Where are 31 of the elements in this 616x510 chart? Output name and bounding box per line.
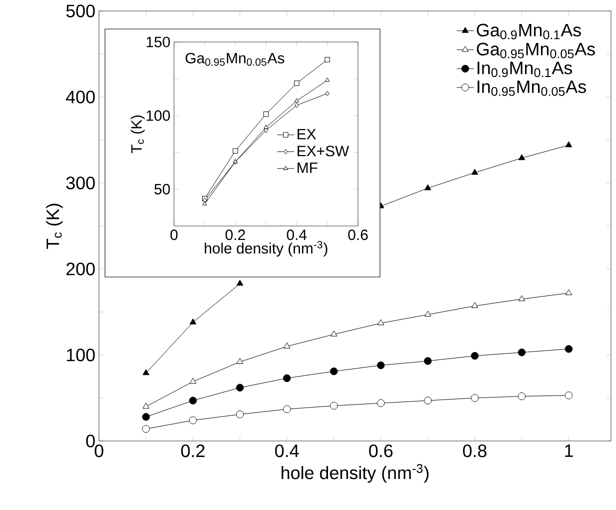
y-tick-label: 300 <box>66 176 95 190</box>
legend-label: EX+SW <box>298 146 350 156</box>
y-axis-title: T$_{c}$ (K) <box>46 204 63 249</box>
x-tick-label: 0 <box>94 444 104 458</box>
x-tick-label: 1 <box>565 444 573 457</box>
x-tick-label: 0.2 <box>181 444 205 458</box>
y-tick-label: 500 <box>66 4 95 18</box>
legend-label: EX <box>298 128 316 140</box>
x-tick-label: 0.8 <box>463 444 486 458</box>
y-tick-label: 150 <box>146 36 170 48</box>
x-tick-label: 0.4 <box>286 230 307 240</box>
legend-label: In$_{0.95}$Mn$_{0.05}$As <box>478 80 586 96</box>
x-tick-label: 0.6 <box>369 444 393 458</box>
y-tick-label: 100 <box>146 110 170 121</box>
legend-label: MF <box>298 162 318 173</box>
annotation: Ga$_{0.95}$Mn$_{0.05}$As <box>186 52 284 66</box>
y-tick-label: 200 <box>66 262 95 276</box>
y-axis-title: T$_{c}$ (K) <box>130 115 145 154</box>
x-tick-label: 0.4 <box>275 444 299 458</box>
x-tick-label: 0 <box>170 230 178 240</box>
legend-label: Ga$_{0.95}$Mn$_{0.05}$As <box>476 42 595 58</box>
y-tick-label: 0 <box>86 434 95 448</box>
legend-label: In$_{0.9}$Mn$_{0.1}$As <box>478 62 572 78</box>
y-tick-label: 400 <box>66 90 95 104</box>
x-tick-label: 0.6 <box>348 230 368 240</box>
x-axis-title: hole density (nm$^{-3}$) <box>204 240 328 257</box>
legend-label: Ga$_{0.9}$Mn$_{0.1}$As <box>476 24 581 40</box>
x-axis-title: hole density (nm$^{-3}$) <box>282 464 428 483</box>
x-tick-label: 0.2 <box>226 230 245 240</box>
y-tick-label: 100 <box>66 348 95 362</box>
y-tick-label: 50 <box>154 184 170 194</box>
